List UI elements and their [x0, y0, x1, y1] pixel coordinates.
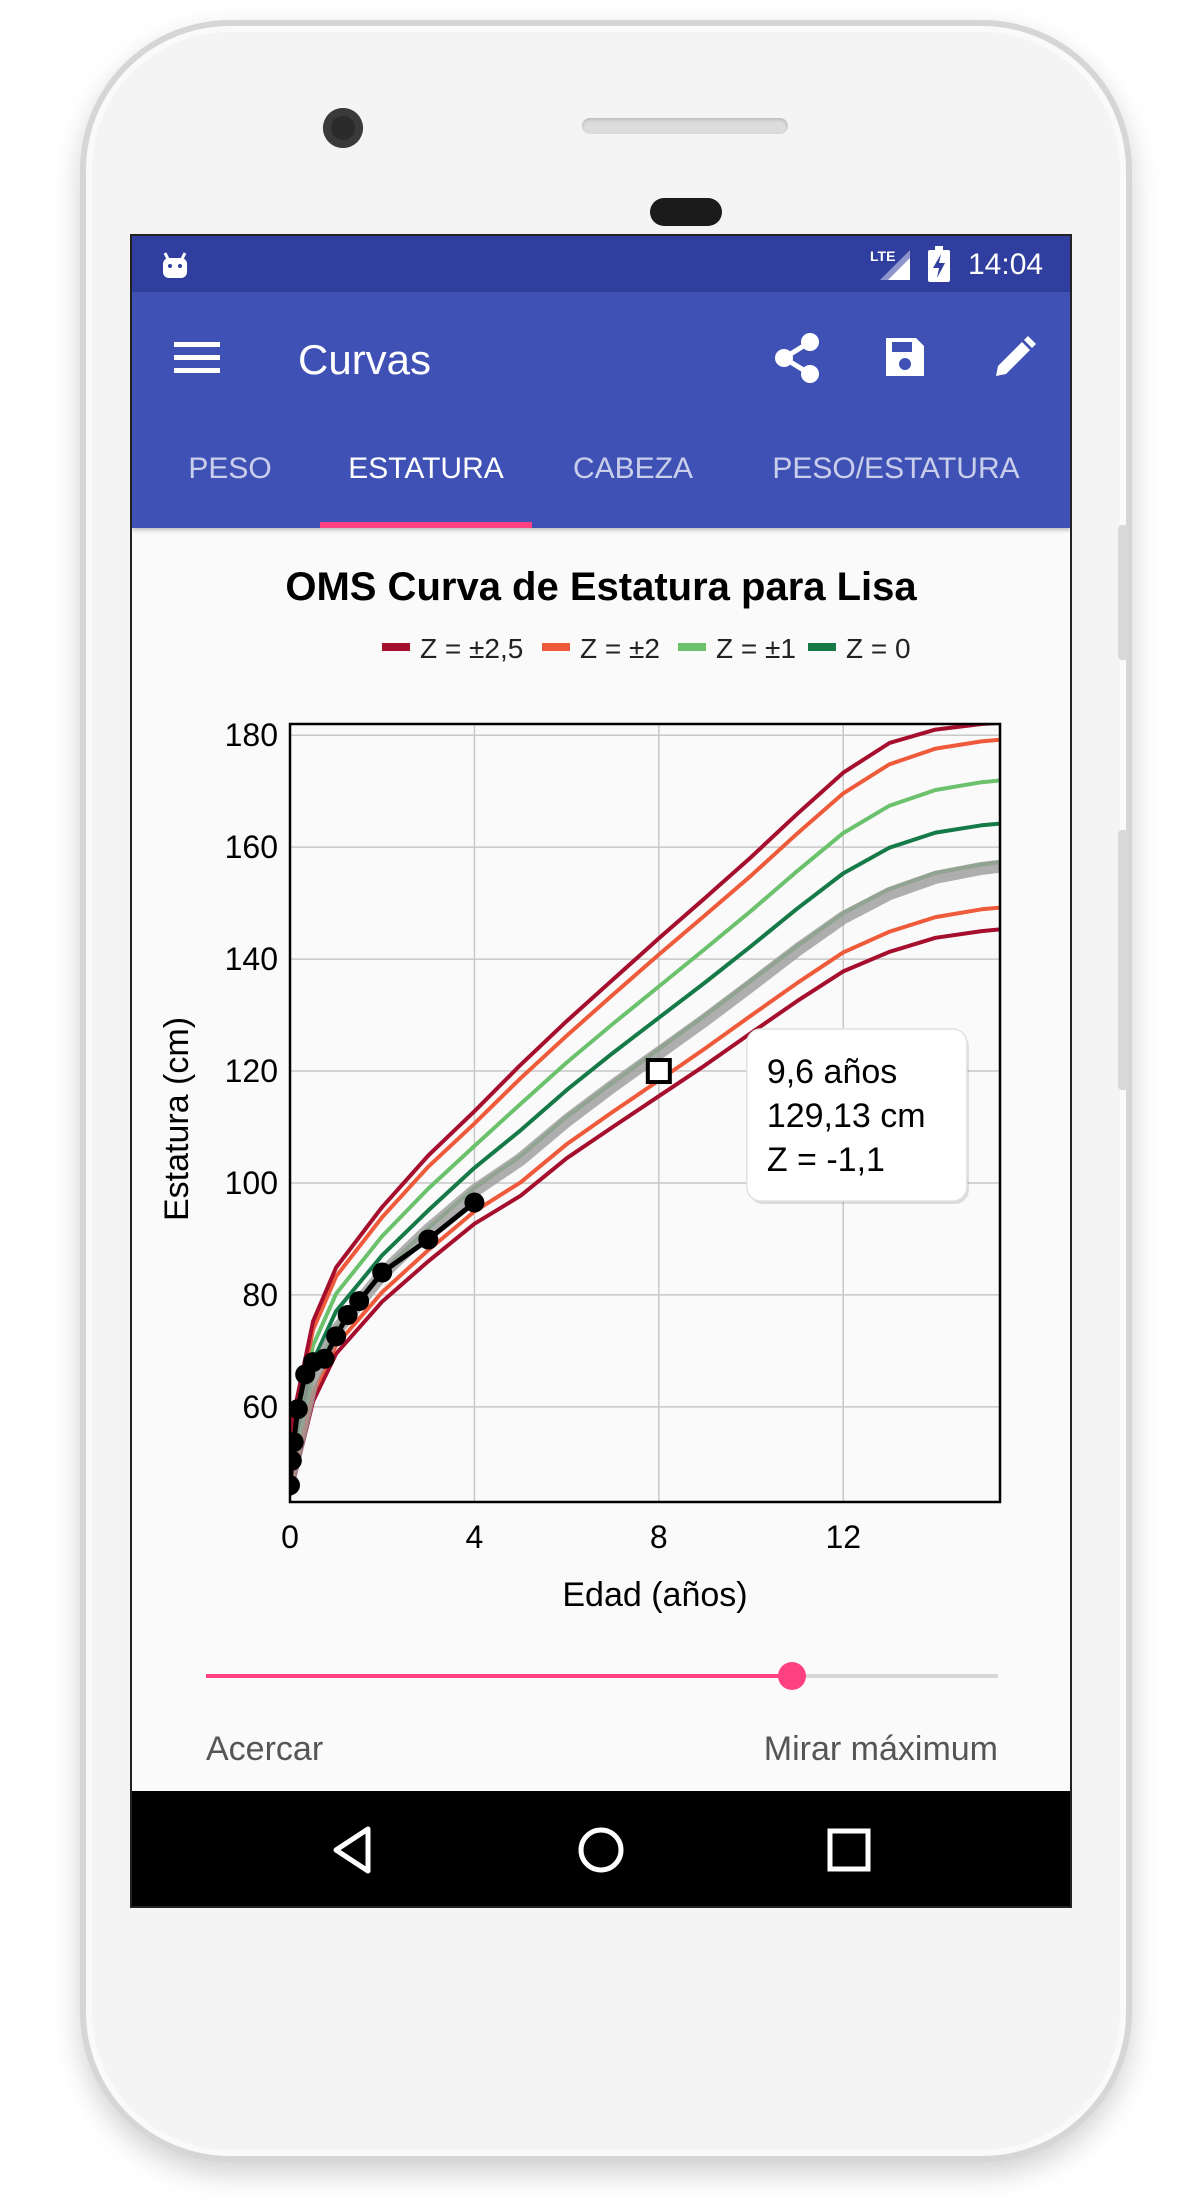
- battery-charging-icon: [928, 246, 950, 282]
- tab-label: PESO: [188, 452, 272, 485]
- home-icon[interactable]: [566, 1815, 636, 1885]
- y-tick-label: 140: [225, 941, 278, 977]
- y-tick-label: 80: [242, 1277, 278, 1313]
- system-navigation-bar: [132, 1791, 1070, 1906]
- zoom-in-label: Acercar: [206, 1730, 324, 1768]
- tab-peso[interactable]: PESO: [150, 452, 310, 486]
- edit-icon[interactable]: [990, 334, 1038, 382]
- menu-icon[interactable]: [174, 340, 220, 376]
- percentile-curve: [290, 778, 1000, 1452]
- slider-fill: [206, 1674, 793, 1678]
- legend-label: Z = 0: [846, 633, 911, 664]
- height-growth-chart: OMS Curva de Estatura para Lisa Z = ±2,5 Z…: [158, 565, 1002, 1614]
- tooltip-line: Z = -1,1: [767, 1141, 885, 1179]
- tab-label: PESO/ESTATURA: [772, 452, 1020, 485]
- measurement-point: [372, 1262, 393, 1283]
- tooltip-line: 129,13 cm: [767, 1097, 926, 1135]
- legend-label: Z = ±2: [580, 633, 660, 664]
- app-bar: Curvas PESO ESTATURA CABEZA PESO/ESTATUR…: [132, 292, 1070, 528]
- legend-swatch: [678, 643, 706, 651]
- screen-title: Curvas: [298, 336, 432, 383]
- legend-label: Z = ±1: [716, 633, 796, 664]
- clock: 14:04: [968, 248, 1044, 281]
- y-tick-label: 180: [225, 717, 278, 753]
- network-type-label: LTE: [870, 248, 896, 264]
- tab-estatura[interactable]: ESTATURA: [320, 452, 532, 486]
- x-tick-label: 4: [466, 1519, 484, 1555]
- android-debug-icon: [163, 252, 187, 278]
- x-tick-label: 8: [650, 1519, 668, 1555]
- percentile-curve: [290, 821, 1000, 1464]
- measurement-point: [290, 1399, 308, 1420]
- y-tick-label: 120: [225, 1053, 278, 1089]
- signal-icon: [880, 250, 910, 280]
- measurement-point: [314, 1348, 335, 1369]
- phone-screen: LTE 14:04 Curvas: [130, 234, 1072, 1908]
- x-tick-label: 12: [825, 1519, 861, 1555]
- slider-thumb[interactable]: [778, 1662, 807, 1690]
- proximity-sensor: [650, 198, 722, 226]
- measurement-point: [418, 1229, 439, 1250]
- percentile-curve: [290, 737, 1000, 1440]
- tab-indicator: [320, 522, 532, 528]
- front-camera: [323, 108, 363, 148]
- percentile-curve: [290, 724, 1000, 1433]
- y-tick-label: 100: [225, 1165, 278, 1201]
- x-axis-label: Edad (años): [562, 1576, 747, 1614]
- tooltip-box: [746, 1028, 968, 1202]
- back-icon[interactable]: [318, 1815, 388, 1885]
- legend-swatch: [542, 643, 570, 651]
- series-group: [290, 724, 1000, 1496]
- view-max-label: Mirar máximum: [763, 1730, 998, 1768]
- percentile-curve: [290, 905, 1000, 1490]
- tab-label: ESTATURA: [348, 452, 504, 485]
- measurement-point: [290, 1450, 302, 1471]
- measurement-point: [349, 1291, 370, 1312]
- measurement-point: [326, 1326, 347, 1347]
- legend-swatch: [808, 643, 836, 651]
- measurement-point: [290, 1475, 300, 1496]
- selected-point-marker: [645, 1058, 672, 1085]
- tooltip-line: 9,6 años: [767, 1053, 897, 1091]
- legend-swatch: [382, 643, 410, 651]
- measurement-point: [290, 1432, 304, 1453]
- measurement-point: [464, 1192, 485, 1213]
- legend-label: Z = ±2,5: [420, 633, 523, 664]
- earpiece-speaker: [582, 118, 788, 134]
- volume-button: [1118, 830, 1128, 1090]
- measurement-point: [337, 1305, 358, 1326]
- tab-peso-estatura[interactable]: PESO/ESTATURA: [736, 452, 1056, 486]
- power-button: [1118, 525, 1128, 660]
- percentile-curve: [290, 927, 1000, 1496]
- save-icon[interactable]: [882, 334, 928, 380]
- y-tick-label: 60: [242, 1389, 278, 1425]
- chart-title: OMS Curva de Estatura para Lisa: [285, 565, 917, 609]
- recents-icon[interactable]: [814, 1815, 884, 1885]
- tab-label: CABEZA: [572, 452, 694, 485]
- tab-cabeza[interactable]: CABEZA: [536, 452, 730, 486]
- share-icon[interactable]: [772, 332, 822, 384]
- x-tick-label: 0: [281, 1519, 299, 1555]
- y-tick-label: 160: [225, 829, 278, 865]
- plot-frame: [288, 722, 1002, 1504]
- y-axis-label: Estatura (cm): [158, 1017, 196, 1221]
- status-bar: LTE 14:04: [132, 236, 1070, 292]
- zoom-slider[interactable]: [206, 1662, 998, 1690]
